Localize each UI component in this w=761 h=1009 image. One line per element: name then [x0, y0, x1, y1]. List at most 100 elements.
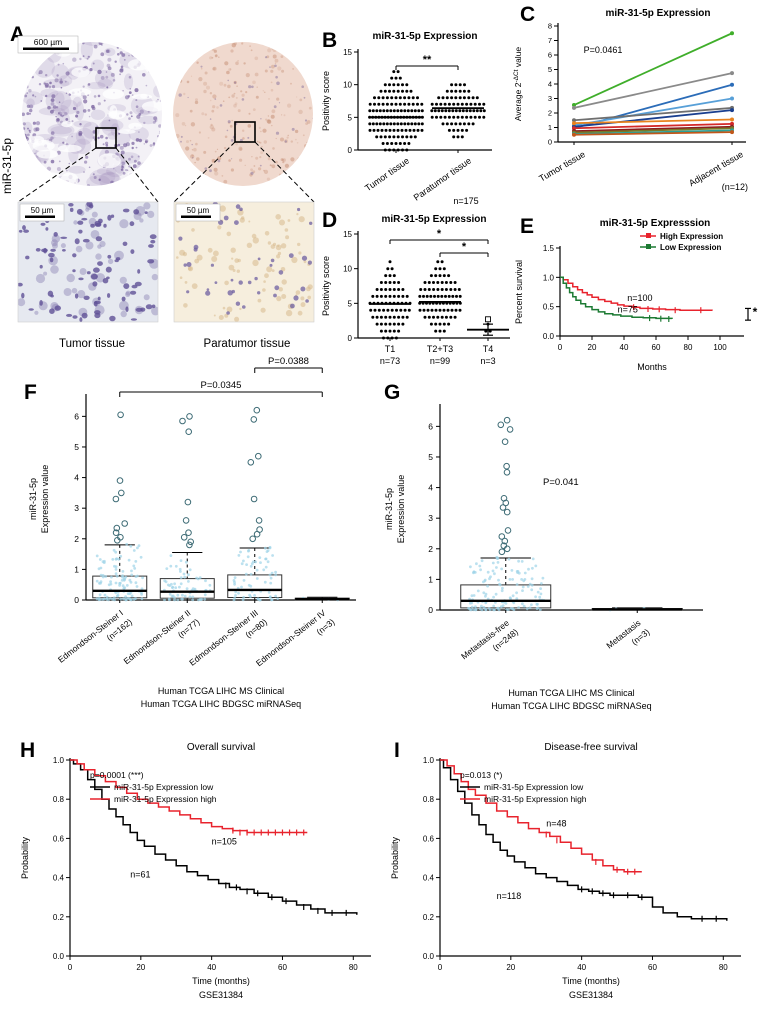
panel-e-letter: E [520, 215, 535, 238]
svg-text:miR-31-5p: miR-31-5p [28, 478, 38, 520]
svg-text:5: 5 [74, 442, 79, 452]
svg-text:5: 5 [348, 113, 353, 122]
panel-d-letter: D [322, 209, 338, 232]
svg-text:(n=12): (n=12) [722, 182, 748, 192]
svg-text:10: 10 [343, 81, 352, 90]
svg-text:*: * [753, 305, 758, 319]
svg-text:1.5: 1.5 [543, 244, 555, 253]
svg-text:Human TCGA LIHC BDGSC miRNASeq: Human TCGA LIHC BDGSC miRNASeq [141, 699, 301, 709]
svg-text:Human TCGA LIHC MS Clinical: Human TCGA LIHC MS Clinical [158, 686, 284, 696]
svg-text:80: 80 [719, 963, 728, 972]
svg-text:Tumor tissue: Tumor tissue [363, 155, 411, 193]
svg-text:n=99: n=99 [430, 356, 450, 366]
panel-g-letter: G [384, 381, 401, 404]
chart-positivity-score-tumor-vs-paratumor: 0 5 10 15 miR-31-5p Expression Positivity sco… [321, 31, 492, 206]
svg-text:Average 2-ΔCt value: Average 2-ΔCt value [513, 47, 523, 122]
svg-text:0: 0 [558, 343, 563, 352]
svg-text:0: 0 [438, 963, 443, 972]
svg-text:*: * [462, 241, 467, 253]
svg-text:p=0.0001 (***): p=0.0001 (***) [90, 770, 144, 780]
svg-text:40: 40 [620, 343, 629, 352]
svg-text:P=0.041: P=0.041 [543, 477, 579, 488]
svg-text:5: 5 [428, 452, 433, 462]
svg-text:p=0.013 (*): p=0.013 (*) [460, 770, 502, 780]
svg-text:60: 60 [278, 963, 287, 972]
svg-text:0: 0 [348, 334, 353, 343]
svg-text:*: * [437, 228, 442, 240]
svg-text:3: 3 [548, 94, 552, 103]
svg-text:miR-31-5p Expression: miR-31-5p Expression [605, 8, 710, 19]
svg-text:Disease-free survival: Disease-free survival [544, 742, 637, 753]
panel-a-paratumor-label: Paratumor tissue [203, 338, 291, 350]
svg-text:P=0.0461: P=0.0461 [584, 45, 623, 55]
svg-text:Probability: Probability [390, 836, 400, 879]
panel-a-side-label: miR-31-5p [0, 138, 14, 195]
svg-text:3: 3 [428, 513, 433, 523]
svg-text:Percent survival: Percent survival [514, 260, 524, 324]
svg-text:Expression value: Expression value [396, 475, 406, 544]
svg-text:2: 2 [74, 534, 79, 544]
svg-text:100: 100 [713, 343, 727, 352]
svg-text:1.0: 1.0 [53, 756, 65, 765]
panel-c-letter: C [520, 3, 536, 26]
svg-text:0.2: 0.2 [423, 913, 435, 922]
svg-text:n=175: n=175 [453, 196, 478, 206]
svg-text:High Expression: High Expression [660, 232, 723, 241]
svg-text:Human TCGA LIHC MS Clinical: Human TCGA LIHC MS Clinical [508, 688, 634, 698]
svg-text:GSE31384: GSE31384 [569, 990, 613, 1000]
svg-text:0.0: 0.0 [543, 332, 555, 341]
svg-text:0.6: 0.6 [53, 834, 65, 843]
panel-h-letter: H [20, 739, 36, 762]
svg-text:15: 15 [343, 230, 352, 239]
svg-text:20: 20 [136, 963, 145, 972]
svg-text:0: 0 [68, 963, 73, 972]
panel-b-letter: B [322, 29, 338, 52]
svg-text:0.4: 0.4 [53, 874, 65, 883]
svg-text:50 µm: 50 µm [31, 206, 54, 215]
svg-text:60: 60 [652, 343, 661, 352]
svg-text:1: 1 [74, 564, 79, 574]
svg-text:8: 8 [548, 22, 552, 31]
panel-a-tumor-label: Tumor tissue [58, 338, 126, 350]
svg-text:Low Expression: Low Expression [660, 243, 721, 252]
chart-paired-expression-lines: 0 1 2 3 4 5 6 7 8 miR-31-5p Expression P=0.0461 Ave… [513, 8, 748, 192]
svg-text:4: 4 [548, 80, 552, 89]
svg-text:4: 4 [428, 483, 433, 493]
svg-text:P=0.0388: P=0.0388 [268, 356, 309, 367]
chart-overall-survival: 0.0 0.2 0.4 0.6 0.8 1.0 0 20 40 60 80 Overall survi… [20, 742, 371, 1000]
svg-text:n=75: n=75 [618, 305, 638, 315]
svg-text:n=73: n=73 [380, 356, 400, 366]
svg-text:miR-31-5p Expression high: miR-31-5p Expression high [484, 794, 587, 804]
svg-text:6: 6 [74, 411, 79, 421]
svg-text:10: 10 [343, 265, 352, 274]
svg-text:40: 40 [207, 963, 216, 972]
svg-text:50 µm: 50 µm [187, 206, 210, 215]
svg-text:miR-31-5p Expresssion: miR-31-5p Expresssion [600, 218, 711, 229]
svg-text:15: 15 [343, 48, 352, 57]
panel-i-letter: I [394, 739, 400, 762]
svg-text:1: 1 [548, 123, 552, 132]
svg-text:6: 6 [548, 51, 552, 60]
svg-text:Months: Months [637, 362, 667, 372]
svg-text:**: ** [423, 54, 432, 66]
svg-text:Time (months): Time (months) [192, 976, 250, 986]
svg-text:n=3: n=3 [480, 356, 495, 366]
svg-text:0: 0 [74, 595, 79, 605]
svg-text:0: 0 [548, 138, 552, 147]
svg-text:0.6: 0.6 [423, 834, 435, 843]
svg-text:2: 2 [548, 109, 552, 118]
svg-text:GSE31384: GSE31384 [199, 990, 243, 1000]
svg-text:0.8: 0.8 [53, 795, 65, 804]
svg-text:0.8: 0.8 [423, 795, 435, 804]
svg-text:T2+T3: T2+T3 [427, 344, 453, 354]
svg-text:Time (months): Time (months) [562, 976, 620, 986]
svg-text:0.2: 0.2 [53, 913, 65, 922]
chart-percent-survival: 0.0 0.5 1.0 1.5 0 20 40 60 80 100 miR-31-5p Expres… [514, 218, 758, 372]
svg-text:Human TCGA LIHC BDGSC miRNASeq: Human TCGA LIHC BDGSC miRNASeq [491, 701, 651, 711]
svg-text:n=100: n=100 [627, 293, 652, 303]
svg-text:Probability: Probability [20, 836, 30, 879]
svg-text:Tumor tissue: Tumor tissue [537, 149, 587, 184]
svg-text:miR-31-5p Expression: miR-31-5p Expression [372, 31, 477, 42]
svg-text:20: 20 [588, 343, 597, 352]
svg-text:n=105: n=105 [212, 836, 237, 846]
